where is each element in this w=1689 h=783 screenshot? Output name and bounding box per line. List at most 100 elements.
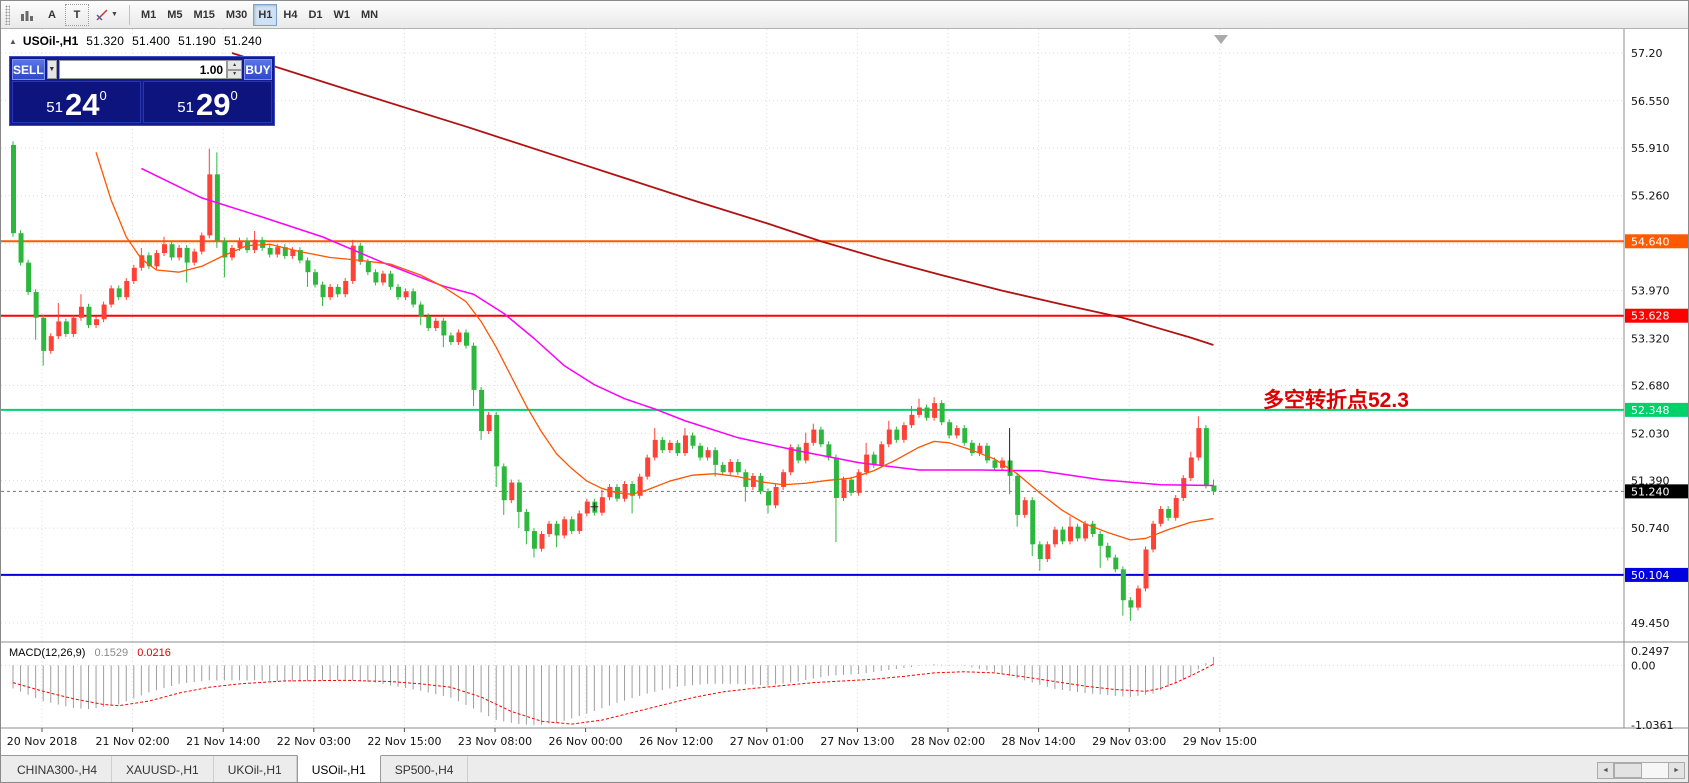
chart-tab-usoilh1[interactable]: USOil-,H1 (296, 755, 381, 782)
symbol-marker-icon: ▲ (9, 36, 17, 46)
timeframe-m15-button[interactable]: M15 (193, 8, 215, 21)
svg-text:51.240: 51.240 (1631, 485, 1670, 498)
macd-layer (12, 656, 1214, 726)
buy-price-big: 29 (195, 86, 231, 122)
buy-price-sup: 0 (230, 88, 238, 103)
svg-text:49.450: 49.450 (1631, 617, 1670, 630)
spin-down-icon[interactable]: ▼ (227, 69, 243, 79)
sell-price-big: 24 (64, 86, 100, 122)
svg-text:53.320: 53.320 (1631, 332, 1670, 345)
ma-mid-line (141, 167, 1214, 487)
bar-columns-icon (21, 10, 33, 21)
chart-tab-china300h4[interactable]: CHINA300-,H4 (3, 756, 113, 782)
ohlc-low: 51.190 (178, 34, 216, 48)
ohlc-high: 51.400 (132, 34, 171, 48)
svg-text:26 Nov 12:00: 26 Nov 12:00 (639, 735, 713, 748)
svg-text:21 Nov 14:00: 21 Nov 14:00 (186, 735, 260, 748)
spin-up-icon[interactable]: ▲ (227, 60, 243, 70)
moving-averages-layer (95, 52, 1214, 541)
svg-text:50.740: 50.740 (1631, 522, 1670, 535)
chevron-down-icon: ▼ (111, 11, 118, 18)
svg-text:55.910: 55.910 (1631, 142, 1670, 155)
one-click-trading-panel: SELL ▼ ▲ ▼ BUY 51 24 0 (9, 56, 275, 126)
chart-objects-layer (590, 35, 1228, 511)
timeframe-h4-button[interactable]: H4 (283, 8, 298, 21)
svg-text:0.00: 0.00 (1631, 659, 1656, 672)
toolbar: A T ▼ M1 M5 M15 M30 H1 H4 D1 W1 MN (1, 1, 1688, 29)
chart-tab-ukoilh1[interactable]: UKOil-,H1 (214, 756, 297, 782)
tab-scroll-left-icon[interactable]: ◄ (1597, 762, 1614, 779)
svg-text:0.2497: 0.2497 (1631, 645, 1670, 658)
svg-text:52.030: 52.030 (1631, 427, 1670, 440)
svg-text:27 Nov 13:00: 27 Nov 13:00 (820, 735, 894, 748)
timeframe-m5-button[interactable]: M5 (167, 8, 183, 21)
svg-text:22 Nov 03:00: 22 Nov 03:00 (277, 735, 351, 748)
sell-price-display[interactable]: 51 24 0 (12, 81, 141, 123)
price-axis: 57.20 56.550 55.910 55.260 53.970 53.320 52.68… (1, 29, 1688, 732)
bar-chart-icon[interactable] (15, 4, 39, 26)
chart-area: 57.20 56.550 55.910 55.260 53.970 53.320 52.68… (1, 29, 1689, 755)
svg-text:20 Nov 2018: 20 Nov 2018 (7, 735, 77, 748)
chart-annotation: 多空转折点52.3 (1263, 389, 1409, 412)
trendline-icon (96, 8, 108, 21)
chart-tabbar: CHINA300-,H4 XAUUSD-,H1 UKOil-,H1 USOil-,H1… (1, 755, 1688, 782)
ohlc-close: 51.240 (223, 34, 262, 48)
ma-slow-line (231, 52, 1214, 346)
hlines-layer (1, 240, 1624, 576)
svg-text:55.260: 55.260 (1631, 190, 1670, 203)
ohlc-open: 51.320 (86, 34, 125, 48)
buy-price-display[interactable]: 51 29 0 (143, 81, 272, 123)
svg-text:57.20: 57.20 (1631, 47, 1663, 60)
chart-tab-xauusdh1[interactable]: XAUUSD-,H1 (112, 756, 214, 782)
tab-scroll-right-icon[interactable]: ► (1668, 762, 1685, 779)
buy-button[interactable]: BUY (244, 59, 272, 80)
ma-fast-line (95, 152, 1214, 541)
tab-scroll-thumb[interactable] (1614, 763, 1642, 778)
timeframe-h1-button[interactable]: H1 (253, 3, 278, 26)
toolbar-gripper[interactable] (5, 4, 10, 25)
tab-scroll-track[interactable] (1614, 762, 1668, 779)
toolbar-separator (128, 4, 130, 25)
macd-signal-value: 0.0216 (137, 647, 171, 659)
sell-button[interactable]: SELL (12, 59, 45, 80)
svg-text:26 Nov 00:00: 26 Nov 00:00 (549, 735, 623, 748)
svg-text:21 Nov 02:00: 21 Nov 02:00 (96, 735, 170, 748)
timeframe-group: M1 M5 M15 M30 H1 H4 D1 W1 MN (136, 3, 383, 26)
timeframe-m1-button[interactable]: M1 (140, 8, 157, 21)
lot-size-input[interactable] (59, 60, 228, 79)
svg-text:29 Nov 03:00: 29 Nov 03:00 (1092, 735, 1166, 748)
candles-layer (11, 141, 1217, 621)
grid-layer (1, 29, 1624, 728)
chart-tab-sp500h4[interactable]: SP500-,H4 (381, 756, 469, 782)
chart-shift-marker-icon (1214, 35, 1228, 44)
price-chart-canvas[interactable]: 57.20 56.550 55.910 55.260 53.970 53.320 52.68… (1, 29, 1689, 755)
macd-indicator-label: MACD(12,26,9) 0.1529 0.0216 (9, 647, 171, 659)
symbol-timeframe-label: USOil-,H1 (22, 34, 79, 48)
svg-text:29 Nov 15:00: 29 Nov 15:00 (1183, 735, 1257, 748)
svg-text:22 Nov 15:00: 22 Nov 15:00 (367, 735, 441, 748)
svg-text:50.104: 50.104 (1631, 569, 1670, 582)
sell-price-small: 51 (46, 99, 63, 116)
text-tool-button[interactable]: A (48, 8, 56, 21)
lot-preset-dropdown[interactable]: ▼ (46, 60, 58, 79)
svg-text:28 Nov 14:00: 28 Nov 14:00 (1002, 735, 1076, 748)
svg-text:52.680: 52.680 (1631, 379, 1670, 392)
svg-text:54.640: 54.640 (1631, 235, 1670, 248)
sell-price-sup: 0 (99, 88, 107, 103)
svg-text:52.348: 52.348 (1631, 404, 1670, 417)
drawing-tools-button[interactable]: ▼ (90, 4, 123, 26)
chart-tabs: CHINA300-,H4 XAUUSD-,H1 UKOil-,H1 USOil-,H1… (3, 755, 469, 782)
tab-scrollbar[interactable]: ◄ ► (1597, 762, 1685, 779)
svg-text:53.628: 53.628 (1631, 310, 1670, 323)
label-tool-button[interactable]: T (65, 3, 89, 26)
timeframe-m30-button[interactable]: M30 (225, 8, 248, 21)
timeframe-mn-button[interactable]: MN (361, 8, 379, 21)
macd-signal-line (12, 663, 1214, 725)
time-axis: 20 Nov 2018 21 Nov 02:00 21 Nov 14:00 22 No… (7, 728, 1257, 748)
timeframe-w1-button[interactable]: W1 (333, 8, 351, 21)
macd-main-value: 0.1529 (94, 647, 129, 659)
trade-panel-controls: SELL ▼ ▲ ▼ BUY (10, 57, 274, 81)
timeframe-d1-button[interactable]: D1 (308, 8, 323, 21)
svg-text:-1.0361: -1.0361 (1631, 719, 1673, 732)
